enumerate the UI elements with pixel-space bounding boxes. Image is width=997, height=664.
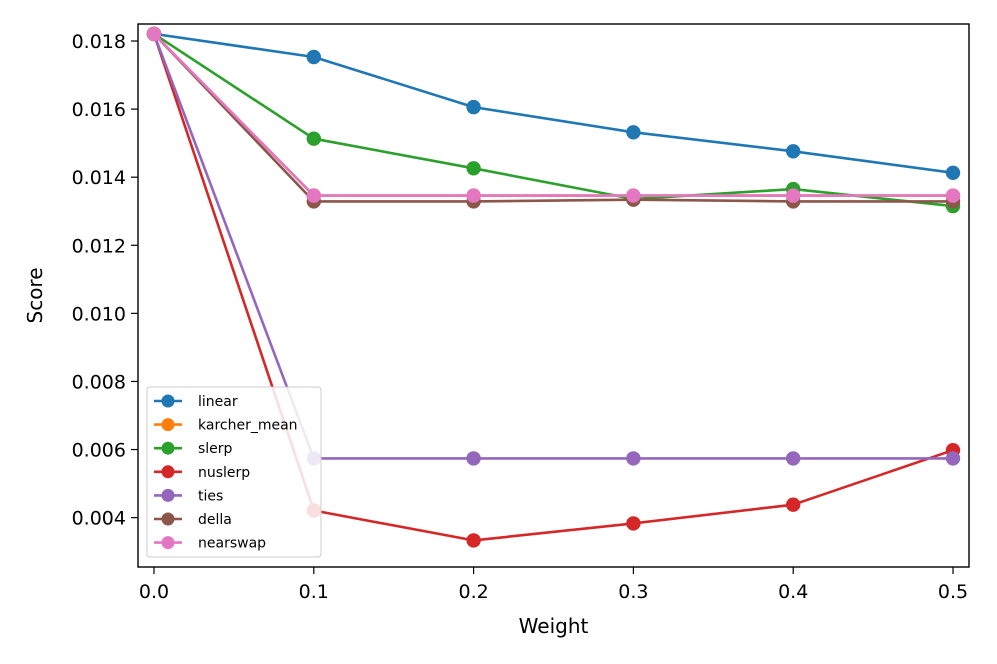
series-layer — [146, 26, 961, 548]
data-point — [786, 451, 801, 466]
data-point — [306, 131, 321, 146]
x-tick-label: 0.4 — [778, 581, 808, 603]
series-line — [153, 32, 954, 175]
legend-entry: della — [154, 512, 232, 528]
y-tick-label: 0.016 — [72, 99, 126, 121]
series-nearswap — [146, 26, 961, 203]
data-point — [626, 516, 641, 531]
legend-marker — [161, 394, 175, 408]
y-tick-label: 0.018 — [72, 31, 126, 53]
legend-entry: nuslerp — [154, 465, 250, 481]
data-point — [466, 161, 481, 176]
legend-label: linear — [198, 394, 238, 410]
y-tick-label: 0.006 — [72, 440, 126, 462]
x-tick-label: 0.5 — [938, 581, 968, 603]
y-tick-label: 0.004 — [72, 508, 126, 530]
y-tick-label: 0.014 — [72, 167, 126, 189]
series-line — [153, 32, 954, 208]
legend-marker — [161, 418, 175, 432]
x-tick-label: 0.1 — [299, 581, 329, 603]
data-point — [626, 125, 641, 140]
x-axis-label: Weight — [519, 614, 589, 638]
y-tick-label: 0.008 — [72, 371, 126, 393]
legend-marker — [161, 512, 175, 526]
data-point — [306, 188, 321, 203]
data-point — [945, 451, 961, 466]
x-tick-label: 0.2 — [458, 581, 488, 603]
data-point — [626, 188, 641, 203]
data-point — [945, 188, 961, 203]
legend-marker — [161, 441, 175, 455]
data-point — [945, 165, 961, 180]
series-line — [153, 32, 953, 197]
x-tick-label: 0.3 — [618, 581, 648, 603]
data-point — [146, 26, 162, 42]
legend-label: ties — [198, 488, 223, 504]
data-point — [466, 451, 481, 466]
data-point — [306, 49, 321, 65]
legend-marker — [161, 465, 175, 479]
plot-frame — [137, 23, 970, 568]
y-tick-label: 0.012 — [72, 235, 126, 257]
data-point — [466, 533, 481, 548]
series-line — [153, 33, 953, 203]
legend-label: nearswap — [198, 536, 266, 552]
legend-entry: slerp — [154, 441, 233, 457]
series-karcher-mean — [146, 26, 961, 203]
data-point — [786, 497, 801, 512]
series-linear — [146, 26, 961, 180]
legend-label: slerp — [198, 441, 233, 457]
y-axis-label: Score — [23, 267, 47, 323]
legend-marker — [161, 488, 175, 502]
data-point — [466, 188, 481, 203]
legend-entry: karcher_mean — [154, 418, 298, 434]
data-point — [466, 99, 481, 115]
series-della — [146, 26, 961, 209]
legend-entry: nearswap — [154, 536, 266, 552]
legend-entry: linear — [154, 394, 238, 410]
x-tick-label: 0.0 — [139, 581, 169, 603]
axis-ticks: 0.0 0.1 0.2 0.3 0.4 0.5 0.004 0.006 0.008 0.010 0.… — [72, 31, 969, 603]
legend-frame — [146, 386, 322, 558]
data-point — [786, 144, 801, 159]
legend-marker — [161, 536, 175, 550]
legend-entry: ties — [154, 488, 223, 504]
series-line — [153, 32, 953, 197]
data-point — [626, 451, 641, 466]
legend-label: della — [198, 512, 232, 528]
legend-label: karcher_mean — [198, 418, 298, 434]
legend-label: nuslerp — [198, 465, 250, 481]
y-tick-label: 0.010 — [72, 303, 126, 325]
data-point — [786, 188, 801, 203]
